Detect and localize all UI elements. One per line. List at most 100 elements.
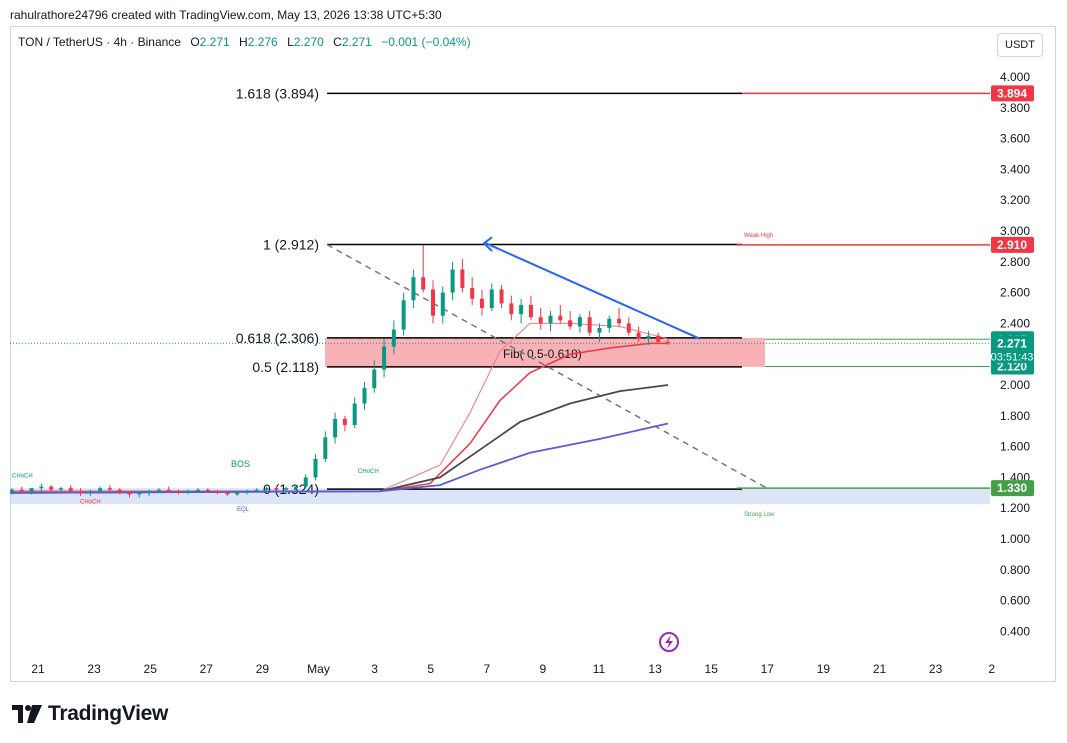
candle-body	[421, 277, 426, 290]
candle-body	[107, 488, 112, 490]
candle-body	[303, 477, 308, 487]
candle-body	[244, 491, 249, 493]
x-tick-label: 23	[929, 662, 943, 676]
fib-level-label: 0 (1.324)	[263, 481, 319, 497]
candle-body	[137, 492, 142, 495]
candle-body	[19, 489, 24, 492]
x-tick-label: 27	[200, 662, 214, 676]
x-tick-label: 23	[87, 662, 101, 676]
countdown-label: 03:51:43	[991, 351, 1034, 363]
currency-button[interactable]: USDT	[997, 33, 1043, 57]
candle-body	[597, 328, 602, 333]
candle-body	[274, 488, 279, 490]
open-label: O	[190, 35, 200, 49]
weak-high-label: Weak High	[744, 233, 773, 239]
lightning-bolt-icon	[665, 635, 673, 649]
y-tick-label: 2.000	[1000, 378, 1030, 392]
candle-body	[499, 289, 504, 304]
x-tick-label: 21	[31, 662, 45, 676]
choch-label: CHoCH	[358, 469, 379, 475]
candle-body	[186, 491, 191, 493]
candle-body	[196, 489, 201, 492]
choch-label-left: CHoCH	[12, 473, 33, 479]
candle-body	[88, 491, 93, 493]
candle-body	[587, 317, 592, 333]
y-tick-label: 2.400	[1000, 316, 1030, 330]
x-tick-label: 5	[427, 662, 434, 676]
y-tick-label: 1.600	[1000, 440, 1030, 454]
candle-body	[489, 289, 494, 308]
candle-body	[646, 335, 651, 339]
y-tick-label: 0.800	[1000, 563, 1030, 577]
change-value: −0.001 (−0.04%)	[381, 35, 471, 49]
y-tick-label: 1.200	[1000, 501, 1030, 515]
ema-line	[10, 322, 669, 492]
low-label: L	[287, 35, 294, 49]
candle-body	[49, 486, 54, 490]
candle-body	[78, 491, 83, 493]
candle-body	[401, 300, 406, 330]
candle-body	[470, 287, 475, 299]
candle-body	[284, 488, 289, 490]
y-tick-label: 3.800	[1000, 101, 1030, 115]
fib-level-label: 1 (2.912)	[263, 237, 319, 253]
candle-body	[666, 341, 670, 344]
x-tick-label: 7	[483, 662, 490, 676]
fib-level-label: 0.618 (2.306)	[236, 330, 319, 346]
price-tag-label: 2.271	[997, 336, 1027, 350]
trendline-arrow-icon	[482, 236, 493, 252]
price-tag	[991, 236, 1034, 253]
candle-body	[127, 492, 132, 495]
high-value: 2.276	[247, 35, 278, 49]
y-tick-label: 1.800	[1000, 409, 1030, 423]
candle-body	[147, 491, 152, 493]
y-tick-label: 4.000	[1000, 70, 1030, 84]
x-tick-label: 11	[593, 662, 606, 676]
y-tick-label: 2.800	[1000, 255, 1030, 269]
fib-level-label: 0.5 (2.118)	[252, 359, 319, 375]
candle-body	[205, 489, 210, 492]
price-tag	[991, 335, 1034, 364]
candle-body	[58, 488, 63, 490]
candle-body	[411, 277, 416, 301]
ema-line	[9, 384, 669, 494]
choch-label-bearish: CHoCH	[80, 500, 101, 506]
close-label: C	[333, 35, 342, 49]
candle-body	[568, 320, 573, 327]
candle-body	[558, 315, 563, 321]
brand: TradingView	[12, 702, 168, 726]
brand-name: TradingView	[48, 702, 169, 725]
y-tick-label: 0.400	[1000, 624, 1030, 638]
candle-body	[235, 492, 240, 495]
chart-credit: rahulrathore24796 created with TradingVi…	[10, 8, 442, 22]
candle-body	[98, 488, 103, 492]
y-tick-label: 3.000	[1000, 224, 1030, 238]
candle-body	[323, 437, 328, 459]
candle-body	[607, 318, 612, 329]
y-tick-label: 3.400	[1000, 162, 1030, 176]
candle-body	[254, 489, 259, 492]
candle-body	[548, 315, 553, 324]
x-tick-label: 29	[256, 662, 270, 676]
candle-body	[10, 489, 14, 492]
symbol-title[interactable]: TON / TetherUS · 4h · Binance	[18, 35, 181, 49]
x-tick-label: 15	[705, 662, 719, 676]
candle-body	[656, 335, 661, 342]
candle-body	[450, 269, 455, 293]
x-tick-label: 17	[761, 662, 775, 676]
candle-body	[372, 369, 377, 389]
price-tag-label: 3.894	[997, 86, 1027, 100]
lightning-icon	[659, 632, 679, 652]
candle-body	[509, 303, 514, 315]
candle-body	[528, 304, 533, 318]
candle-body	[352, 403, 357, 426]
y-tick-label: 2.600	[1000, 286, 1030, 300]
fib-zone	[325, 337, 765, 367]
candle-body	[68, 488, 73, 492]
symbol-legend: TON / TetherUS · 4h · Binance O2.271 H2.…	[18, 35, 471, 49]
strong-low-label: Strong Low	[744, 512, 775, 518]
candle-body	[166, 489, 171, 492]
candle-body	[29, 488, 34, 492]
candle-body	[215, 491, 220, 493]
